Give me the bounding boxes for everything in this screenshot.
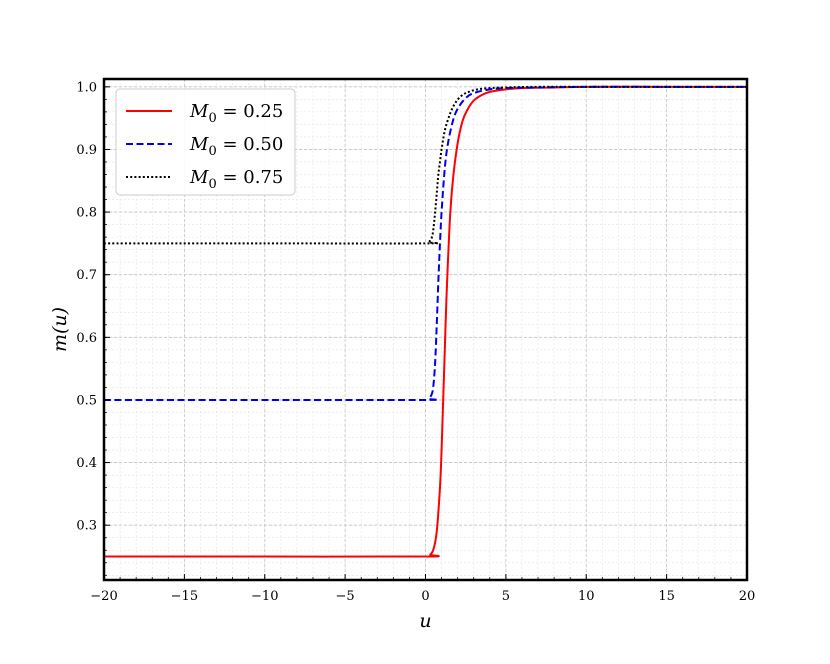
- series-line-2: [104, 85, 747, 402]
- legend-box: [115, 88, 296, 196]
- y-tick-label: 0.9: [76, 143, 97, 158]
- series-layer: [103, 85, 747, 558]
- x-tick-label: −10: [251, 589, 278, 604]
- y-tick-label: 0.7: [76, 268, 97, 283]
- legend: M0 = 0.25 M0 = 0.50 M0 = 0.75: [115, 88, 296, 196]
- y-tick-label: 0.3: [76, 519, 97, 534]
- legend-label-3: M0 = 0.75: [189, 167, 283, 192]
- legend-label-1: M0 = 0.25: [189, 101, 283, 126]
- legend-label-2: M0 = 0.50: [189, 134, 283, 159]
- x-tick-label: 15: [658, 589, 675, 604]
- x-tick-label: 5: [502, 589, 510, 604]
- x-tick-label: 10: [578, 589, 595, 604]
- y-tick-label: 0.8: [76, 206, 97, 221]
- plot-frame: [102, 77, 749, 582]
- x-tick-label: 20: [739, 589, 756, 604]
- y-tick-label: 0.6: [76, 331, 97, 346]
- x-tick-label: −20: [90, 589, 117, 604]
- x-tick-label: 0: [421, 589, 429, 604]
- x-tick-label: −15: [171, 589, 198, 604]
- y-tick-label: 0.5: [76, 393, 97, 408]
- y-tick-label: 1.0: [76, 80, 97, 95]
- x-tick-label: −5: [336, 589, 355, 604]
- y-axis-label: m(u): [49, 307, 71, 352]
- x-axis-label: u: [419, 610, 431, 632]
- series-line-3: [103, 85, 747, 245]
- y-tick-label: 0.4: [76, 456, 97, 471]
